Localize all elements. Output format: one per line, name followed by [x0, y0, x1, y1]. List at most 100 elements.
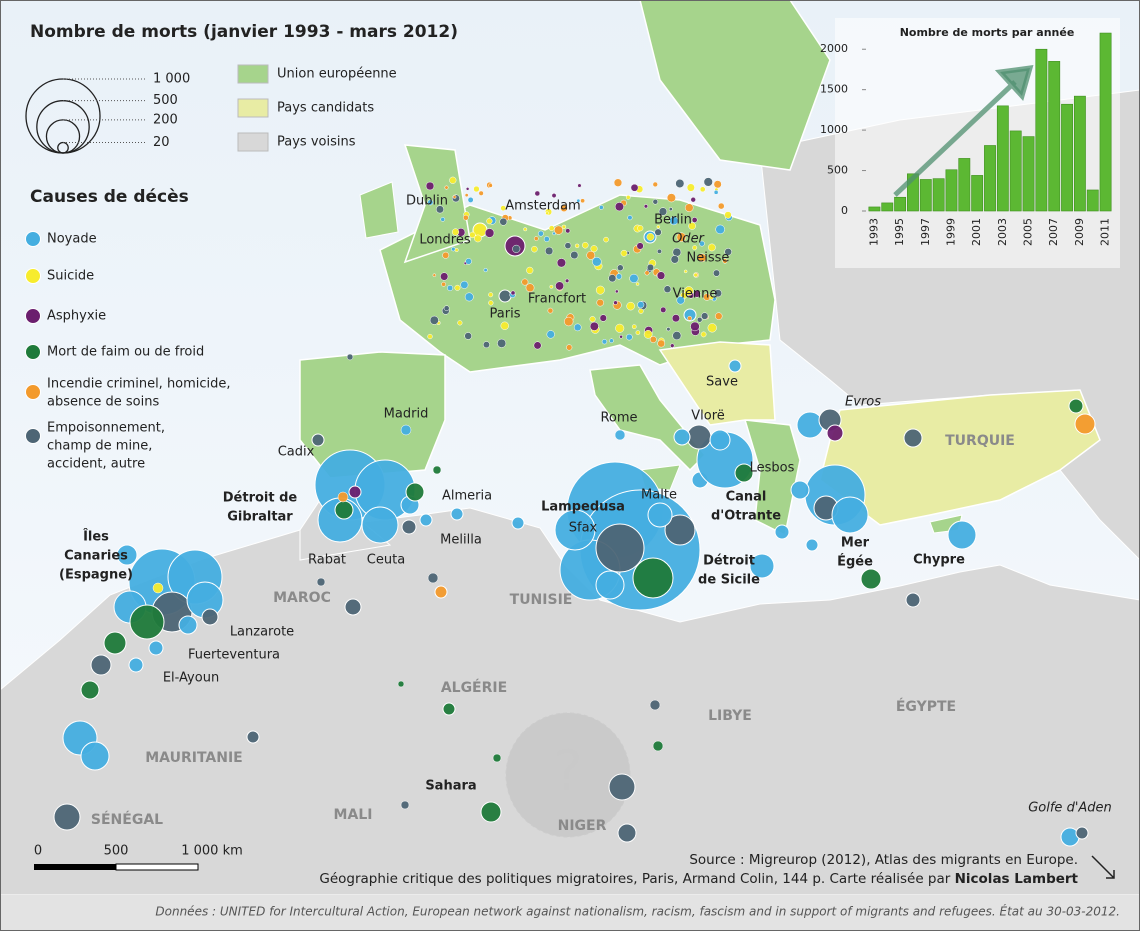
place-label: Rome: [600, 411, 637, 426]
bubble: [564, 242, 572, 249]
bubble: [178, 615, 198, 635]
bubble: [544, 246, 554, 256]
bubble: [492, 753, 502, 763]
bubble: [460, 280, 469, 289]
bubble: [589, 321, 599, 331]
source-text: Géographie critique des politiques migra…: [319, 871, 954, 887]
bar: [1022, 136, 1035, 212]
place-label: Francfort: [528, 292, 586, 307]
bubble: [670, 343, 675, 348]
bar: [881, 202, 894, 212]
bubble: [450, 507, 464, 521]
place-label: Amsterdam: [505, 199, 580, 214]
bubble: [598, 205, 604, 210]
eu-scandinavia: [639, 0, 831, 171]
y-tick-label: 1500: [820, 83, 848, 96]
cause-swatch: [25, 428, 41, 444]
bubble: [1074, 413, 1096, 435]
bubble: [451, 246, 456, 252]
place-label: Lesbos: [750, 461, 795, 476]
bubble: [316, 577, 326, 587]
bubble: [796, 411, 824, 439]
bubble: [511, 516, 525, 530]
bubble: [707, 243, 716, 252]
zone-swatch: [237, 98, 269, 118]
bubble: [672, 331, 682, 341]
bubbles: [53, 176, 1096, 847]
bubble: [599, 314, 607, 322]
bubble: [637, 301, 645, 309]
bubble: [687, 315, 693, 321]
bar: [1073, 95, 1086, 212]
bubble: [454, 284, 461, 291]
y-tick-label: 0: [841, 204, 848, 217]
bubble: [469, 231, 476, 239]
bubble: [548, 225, 555, 232]
place-label: Lampedusa: [541, 500, 625, 515]
bar: [971, 175, 984, 212]
bubble: [488, 183, 493, 188]
x-tick-label: 2009: [1073, 218, 1086, 246]
bubble: [707, 323, 717, 333]
place-label: Fuerteventura: [188, 648, 280, 663]
bubble: [512, 244, 521, 253]
bubble: [649, 336, 657, 343]
place-label: Détroit: [703, 554, 755, 569]
bubble: [434, 585, 448, 599]
bubble: [592, 256, 602, 267]
place-label: Paris: [490, 307, 521, 322]
bubble: [626, 333, 633, 341]
bubble: [533, 236, 539, 241]
bubble: [709, 429, 731, 451]
bubble: [608, 773, 636, 801]
bubble: [615, 273, 623, 280]
bubble: [675, 179, 685, 188]
bubble: [676, 296, 685, 305]
bubble: [903, 428, 923, 448]
bubble: [246, 730, 260, 744]
bubble: [534, 190, 541, 197]
footer: Données : UNITED for Intercultural Actio…: [155, 904, 1120, 919]
eu-iberia: [299, 351, 446, 479]
bubble: [556, 258, 567, 268]
bubble: [635, 330, 641, 335]
bubble: [703, 177, 713, 187]
bubble: [419, 513, 433, 527]
place-label: Mer: [841, 536, 870, 551]
bubble: [555, 281, 565, 291]
country-label: LIBYE: [708, 708, 752, 724]
bar: [958, 158, 971, 212]
bar: [1048, 61, 1061, 212]
bubble: [595, 570, 625, 600]
labels: Dublin Londres Amsterdam Berlin Oder Neisse Pa…: [59, 194, 1112, 835]
size-legend-label: 200: [153, 112, 178, 127]
bubble: [463, 214, 469, 221]
bubble: [629, 273, 639, 284]
bubble: [435, 205, 444, 214]
bubble: [603, 236, 609, 243]
bubble: [565, 228, 571, 234]
bubble: [561, 224, 567, 230]
cause-label: Suicide: [47, 269, 94, 284]
bubble: [860, 568, 882, 590]
bubble: [715, 224, 725, 235]
bubble: [626, 301, 635, 311]
bubble: [576, 198, 581, 203]
bubble: [103, 631, 127, 655]
country-label: MAROC: [273, 590, 331, 606]
bubble: [595, 285, 605, 295]
zone-swatch: [237, 64, 269, 84]
place-label: Vienne: [673, 287, 718, 302]
bubble: [128, 657, 144, 673]
bubble: [427, 333, 433, 340]
cause-label: champ de mine,: [47, 439, 152, 454]
x-tick-label: 2003: [996, 218, 1009, 246]
bubble: [670, 255, 679, 264]
bubble: [429, 315, 439, 325]
bubble: [613, 300, 618, 305]
bubble: [129, 604, 165, 640]
place-label: Sahara: [425, 779, 476, 794]
bubble: [672, 247, 682, 257]
bubble: [646, 263, 655, 272]
